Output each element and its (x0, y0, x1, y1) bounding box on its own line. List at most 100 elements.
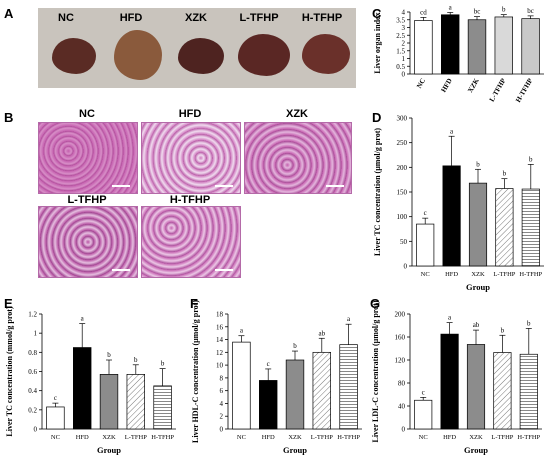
x-tick-label-e: XZK (102, 434, 116, 441)
y-tick-label-g: 160 (395, 334, 406, 342)
x-tick-label-e: NC (51, 434, 60, 441)
y-axis-label-d: Liver TC concentration (μmol/g prot) (373, 128, 382, 256)
panel-letter-f: F (190, 296, 198, 311)
x-tick-label-g: L-TFHP (491, 434, 513, 441)
liver-photo-strip: NC HFD XZK L-TFHP H-TFHP (38, 8, 356, 88)
x-tick-label-c: H-TFHP (514, 76, 535, 104)
y-axis-label-e: Liver TC concentration (mmol/g prot) (5, 306, 14, 437)
x-tick-label-f: H-TFHP (337, 434, 360, 441)
bar-h-tfhp-f (339, 344, 358, 430)
bar-xzk-c (467, 19, 487, 75)
x-tick-label-d: HFD (445, 271, 458, 278)
y-tick-label-e: 0.6 (28, 368, 37, 376)
organ-label-nc: NC (58, 12, 74, 24)
significance-letter-xzk-f: b (293, 342, 297, 350)
y-tick-label-c: 2.5 (396, 32, 405, 40)
liver-photo-xzk (178, 38, 224, 74)
x-axis-label-e: Group (97, 445, 121, 455)
bar-nc-f (232, 341, 251, 430)
y-tick-label-d: 200 (397, 164, 408, 172)
histology-image-nc (38, 122, 138, 194)
significance-letter-nc-e: c (54, 394, 57, 402)
x-tick-label-g: HFD (443, 434, 456, 441)
y-tick-label-f: 18 (216, 311, 224, 319)
y-tick-label-d: 0 (404, 263, 408, 271)
panel-letter-a: A (4, 6, 14, 21)
y-tick-label-g: 40 (398, 403, 406, 411)
bar-hfd-e (73, 347, 92, 430)
organ-label-xzk: XZK (185, 12, 207, 24)
x-tick-label-f: HFD (262, 434, 275, 441)
bar-hfd-f (259, 380, 278, 430)
significance-letter-hfd-c: a (449, 4, 453, 11)
bar-h-tfhp-e (153, 385, 172, 430)
y-tick-label-f: 4 (220, 400, 224, 408)
significance-letter-nc-g: c (422, 388, 425, 396)
x-tick-label-e: L-TFHP (125, 434, 147, 441)
y-tick-label-f: 0 (220, 426, 224, 434)
bar-l-tfhp-e (126, 374, 145, 430)
histology-image-h-tfhp (141, 206, 241, 278)
scale-bar (112, 269, 130, 271)
bar-hfd-g (440, 333, 459, 430)
y-tick-label-c: 4 (402, 9, 406, 17)
y-axis-label-f: Liver HDL-C concentration (μmol/g prot) (191, 300, 200, 443)
bar-hfd-d (442, 165, 461, 267)
x-tick-label-f: NC (237, 434, 246, 441)
scale-bar (215, 185, 233, 187)
histology-title-nc: NC (79, 108, 95, 120)
y-axis-label-c: Liver organ index (373, 12, 382, 73)
panel-letter-e: E (4, 296, 13, 311)
y-tick-label-e: 1 (34, 330, 38, 338)
y-tick-label-f: 10 (216, 362, 224, 370)
histology-title-h-tfhp: H-TFHP (169, 194, 211, 206)
x-tick-label-f: L-TFHP (311, 434, 333, 441)
organ-label-hfd: HFD (119, 12, 143, 24)
organ-label-l-tfhp: L-TFHP (239, 12, 279, 24)
bar-xzk-f (285, 359, 305, 430)
bar-nc-d (416, 223, 435, 267)
bar-h-tfhp-g (519, 353, 538, 430)
significance-letter-l-tfhp-d: b (503, 170, 507, 178)
x-axis-label-g: Group (464, 445, 488, 455)
y-tick-label-f: 2 (220, 413, 224, 421)
x-axis-label-f: Group (283, 445, 307, 455)
x-tick-label-f: XZK (288, 434, 302, 441)
y-tick-label-g: 80 (398, 380, 406, 388)
panel-letter-b: B (4, 110, 14, 125)
liver-photo-nc (52, 38, 96, 74)
significance-letter-hfd-d: a (450, 127, 454, 135)
y-tick-label-g: 0 (402, 426, 406, 434)
scale-bar (215, 269, 233, 271)
panel-letter-c: C (372, 6, 382, 21)
significance-letter-h-tfhp-c: bc (527, 7, 534, 15)
liver-photo-hfd (114, 30, 162, 80)
y-tick-label-d: 100 (397, 213, 408, 221)
x-tick-label-e: HFD (76, 434, 89, 441)
bar-nc-e (46, 406, 65, 430)
x-tick-label-c: L-TFHP (488, 76, 508, 103)
y-tick-label-g: 200 (395, 311, 406, 319)
significance-letter-hfd-g: a (448, 314, 452, 322)
bar-hfd-c (441, 14, 460, 75)
y-tick-label-d: 250 (397, 139, 408, 147)
y-tick-label-e: 0.2 (28, 406, 37, 414)
scale-bar (112, 185, 130, 187)
significance-letter-l-tfhp-g: b (501, 326, 505, 334)
histology-image-xzk (244, 122, 352, 194)
chart-c: 00.511.522.533.54 Liver organ index cd NC a H… (373, 4, 544, 104)
significance-letter-hfd-e: a (81, 315, 85, 323)
panel-letter-g: G (370, 296, 381, 311)
x-tick-label-g: NC (419, 434, 428, 441)
bar-xzk-d (468, 182, 488, 267)
histology-title-hfd: HFD (178, 108, 202, 120)
liver-photo-l-tfhp (238, 34, 290, 76)
histology-image-hfd (141, 122, 241, 194)
panel-letter-d: D (372, 110, 382, 125)
y-tick-label-f: 12 (216, 349, 224, 357)
x-tick-label-g: H-TFHP (517, 434, 540, 441)
significance-letter-l-tfhp-c: b (502, 6, 506, 14)
bar-l-tfhp-d (495, 188, 514, 267)
histology-title-l-tfhp: L-TFHP (67, 194, 107, 206)
bar-h-tfhp-d (521, 188, 540, 267)
